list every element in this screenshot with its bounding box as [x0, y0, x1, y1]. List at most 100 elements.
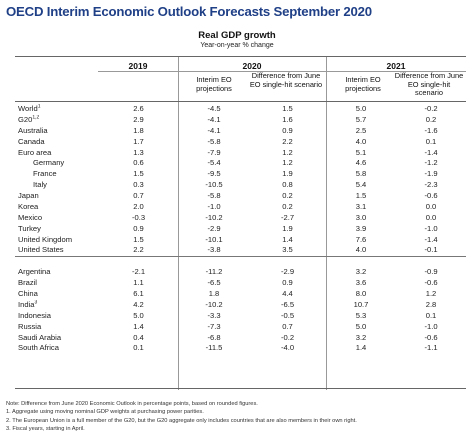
value-cell-d2021: -1.2	[424, 158, 438, 168]
table-row: United Kingdom 1.5 -10.1 1.4 7.6 -1.4	[15, 235, 466, 246]
value-cell-d2021: -0.1	[396, 245, 466, 258]
value-cell-p2021: 3.2	[355, 332, 367, 342]
country-cell: G201,2	[15, 115, 98, 126]
header-top-rule	[15, 56, 466, 57]
value-cell-v2019: 0.4	[133, 332, 144, 342]
country-name: Germany	[33, 158, 65, 168]
country-name: Russia	[18, 321, 42, 331]
country-cell: Euro area	[15, 148, 98, 159]
value-cell-d2020: 1.2	[282, 158, 293, 168]
value-cell-v2019: 1.7	[133, 136, 144, 146]
value-cell-p2020: -4.1	[207, 114, 221, 124]
table-unit-note: Year-on-year % change	[200, 42, 274, 49]
value-cell-p2020: -10.1	[205, 234, 223, 244]
value-cell-d2020: 0.8	[282, 180, 293, 190]
value-cell-v2019: 4.2	[133, 299, 144, 309]
value-cell-d2021: 0.0	[425, 212, 437, 222]
value-cell-p2021: 5.4	[355, 180, 367, 190]
footnote: 2. The European Union is a full member o…	[6, 417, 357, 424]
value-cell-p2021: 7.6	[355, 234, 367, 244]
country-name: Turkey	[18, 223, 41, 233]
country-cell: China	[15, 289, 98, 300]
value-cell-d2021: -2.3	[424, 180, 438, 190]
value-cell-d2021: -1.4	[424, 147, 438, 157]
value-cell-d2020: 0.9	[282, 125, 293, 135]
table-row: China 6.1 1.8 4.4 8.0 1.2	[15, 289, 466, 300]
footnotes: Note: Difference from June 2020 Economic…	[6, 400, 357, 434]
footnote: Note: Difference from June 2020 Economic…	[6, 401, 258, 407]
country-name: Mexico	[18, 212, 43, 222]
value-cell-p2020: -10.2	[205, 299, 223, 309]
value-cell-v2019: 1.3	[133, 147, 144, 157]
value-cell-p2020: -4.5	[207, 104, 221, 113]
country-cell: Mexico	[15, 213, 98, 224]
value-cell-p2021: 5.0	[355, 104, 367, 113]
table-row: Italy 0.3 -10.5 0.8 5.4 -2.3	[15, 180, 466, 191]
footnote-marker: 1	[37, 104, 41, 110]
value-cell-d2020: 1.2	[282, 147, 293, 157]
table-row: Canada 1.7 -5.8 2.2 4.0 0.1	[15, 137, 466, 148]
country-cell: Canada	[15, 137, 98, 148]
value-cell-p2020: -2.9	[207, 223, 221, 233]
value-cell-d2021: -1.1	[424, 343, 438, 353]
group-spacer	[15, 257, 466, 268]
value-cell-p2021: 3.9	[355, 223, 367, 233]
value-cell-v2019: 2.0	[133, 201, 144, 211]
page-title: OECD Interim Economic Outlook Forecasts …	[6, 4, 372, 19]
country-cell: Russia	[15, 322, 98, 333]
value-cell-p2020: -10.2	[205, 212, 223, 222]
value-cell-v2019: 0.7	[133, 191, 144, 200]
value-cell-p2020: -7.3	[207, 321, 221, 331]
value-cell-p2021: 5.0	[355, 321, 367, 331]
value-cell-d2020: 0.9	[282, 278, 293, 288]
value-cell-d2021: 0.0	[425, 201, 437, 211]
country-name: Euro area	[18, 147, 52, 157]
value-cell-d2020: -6.5	[280, 299, 295, 309]
value-cell-p2021: 10.7	[353, 299, 369, 309]
value-cell-v2019: 5.0	[133, 310, 144, 320]
table-row: United States 2.2 -3.8 3.5 4.0 -0.1	[15, 245, 466, 258]
value-cell-p2021: 5.1	[355, 147, 367, 157]
col-header-difference-2020: Difference from June EO single-hit scena…	[249, 71, 323, 89]
table-row: South Africa 0.1 -11.5 -4.0 1.4 -1.1	[15, 343, 466, 354]
country-name: Saudi Arabia	[18, 332, 62, 342]
value-cell-d2020: 1.4	[282, 234, 293, 244]
country-cell: Japan	[15, 191, 98, 202]
country-cell: South Africa	[15, 343, 98, 354]
country-cell: Turkey	[15, 224, 98, 235]
country-name: United Kingdom	[18, 234, 73, 244]
value-cell-v2019: 2.2	[98, 245, 179, 258]
value-cell-v2019: 1.5	[133, 169, 144, 179]
country-name: South Africa	[18, 343, 59, 353]
country-name: United States	[18, 245, 64, 255]
table-row: Korea 2.0 -1.0 0.2 3.1 0.0	[15, 202, 466, 213]
value-cell-p2020: -6.8	[207, 332, 221, 342]
country-cell: India3	[15, 300, 98, 311]
country-name: World	[18, 104, 38, 113]
value-cell-d2020: 1.5	[282, 104, 293, 113]
value-cell-p2020: -3.3	[207, 310, 221, 320]
table-subtitle: Real GDP growth	[198, 30, 276, 41]
table-row: Brazil 1.1 -6.5 0.9 3.6 -0.6	[15, 278, 466, 289]
value-cell-p2021: 8.0	[355, 289, 367, 298]
value-cell-d2020: 0.7	[282, 321, 293, 331]
value-cell-p2020: 1.8	[208, 289, 220, 298]
country-name: Japan	[18, 191, 39, 200]
value-cell-p2020: -11.2	[205, 267, 223, 277]
country-name: Brazil	[18, 278, 37, 288]
value-cell-d2021: -1.0	[424, 321, 438, 331]
country-cell: Korea	[15, 202, 98, 213]
value-cell-d2021: -1.6	[424, 125, 438, 135]
year-header-2021: 2021	[386, 61, 406, 71]
country-cell: Australia	[15, 126, 98, 137]
country-cell: Argentina	[15, 267, 98, 278]
country-cell: Indonesia	[15, 311, 98, 322]
value-cell-p2020: -3.8	[179, 245, 249, 258]
value-cell-p2021: 3.0	[355, 212, 367, 222]
value-cell-d2020: 3.5	[249, 245, 326, 258]
value-cell-p2020: -11.5	[205, 343, 223, 353]
table-row: Euro area 1.3 -7.9 1.2 5.1 -1.4	[15, 148, 466, 159]
value-cell-d2021: -0.9	[424, 267, 438, 277]
value-cell-p2020: -5.8	[207, 136, 221, 146]
country-name: Korea	[18, 201, 39, 211]
